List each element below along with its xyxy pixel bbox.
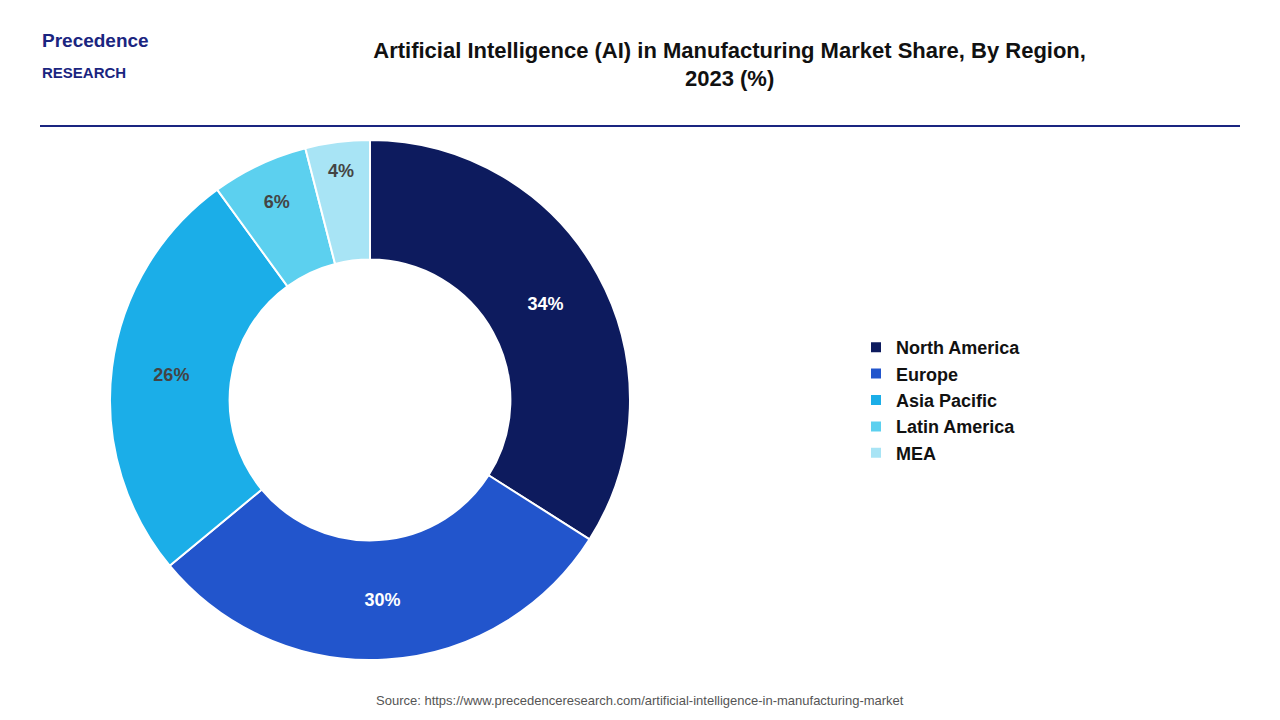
svg-text:Asia Pacific: Asia Pacific bbox=[896, 391, 997, 411]
svg-text:4%: 4% bbox=[328, 161, 354, 181]
svg-text:RESEARCH: RESEARCH bbox=[42, 64, 126, 81]
svg-text:North America: North America bbox=[896, 338, 1020, 358]
svg-text:Precedence: Precedence bbox=[42, 30, 149, 51]
svg-text:MEA: MEA bbox=[896, 444, 936, 464]
svg-text:Europe: Europe bbox=[896, 365, 958, 385]
svg-text:30%: 30% bbox=[365, 590, 401, 610]
svg-text:Source: https://www.precedence: Source: https://www.precedenceresearch.c… bbox=[376, 693, 904, 708]
svg-text:Latin America: Latin America bbox=[896, 417, 1015, 437]
svg-text:26%: 26% bbox=[153, 365, 189, 385]
svg-text:6%: 6% bbox=[264, 192, 290, 212]
svg-text:34%: 34% bbox=[527, 294, 563, 314]
svg-text:Artificial Intelligence (AI) i: Artificial Intelligence (AI) in Manufact… bbox=[373, 38, 1086, 92]
